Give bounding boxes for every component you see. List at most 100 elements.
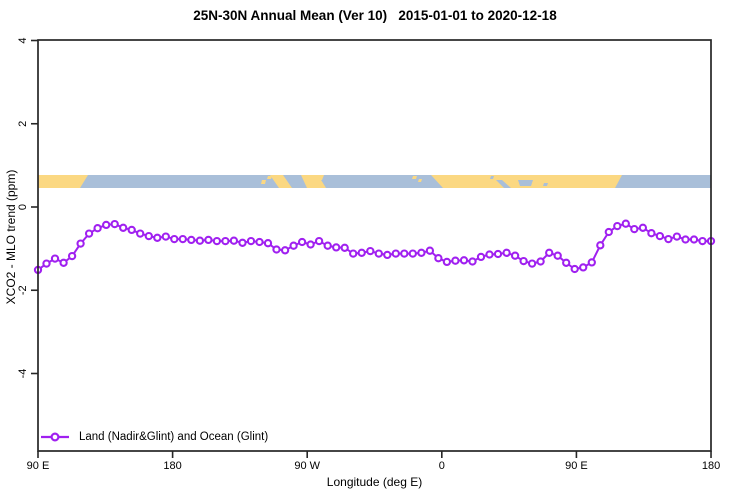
- data-point-marker: [110, 219, 119, 229]
- data-point-marker: [366, 246, 375, 256]
- data-point-marker: [93, 224, 102, 233]
- data-point-marker: [383, 250, 392, 260]
- data-point-marker: [76, 239, 85, 248]
- y-tick-label: -2: [17, 285, 29, 295]
- data-point-marker: [314, 236, 324, 246]
- data-point-marker: [323, 241, 332, 250]
- data-point-marker: [153, 233, 162, 242]
- data-point-marker: [408, 249, 417, 258]
- data-point-marker: [119, 223, 128, 232]
- y-tick-label: 0: [17, 204, 29, 210]
- data-point-marker: [613, 221, 622, 231]
- data-point-marker: [545, 248, 554, 257]
- data-point-marker: [630, 224, 639, 234]
- strip-ocean-notch: [496, 180, 511, 188]
- legend-label: Land (Nadir&Glint) and Ocean (Glint): [79, 431, 269, 443]
- data-point-marker: [229, 236, 239, 245]
- strip-land-segment: [267, 176, 272, 179]
- data-point-marker: [434, 254, 443, 263]
- data-point-marker: [519, 256, 528, 266]
- legend-circle-icon: [50, 432, 60, 442]
- data-point-marker: [212, 236, 222, 246]
- strip-land-segment: [270, 175, 292, 188]
- strip-land-segment: [38, 175, 88, 188]
- data-point-marker: [596, 241, 605, 250]
- data-point-marker: [204, 235, 213, 245]
- data-point-marker: [527, 259, 537, 268]
- data-point-marker: [502, 248, 511, 257]
- data-point-marker: [570, 264, 579, 274]
- data-point-marker: [84, 229, 94, 238]
- x-tick-label: 180: [163, 460, 181, 472]
- data-point-marker: [127, 225, 136, 235]
- data-point-marker: [621, 219, 630, 228]
- data-point-marker: [221, 236, 230, 246]
- y-tick-label: 2: [17, 121, 29, 127]
- data-point-marker: [102, 220, 111, 230]
- data-point-marker: [50, 254, 60, 263]
- data-point-marker: [178, 234, 187, 244]
- data-point-marker: [263, 239, 273, 248]
- data-point-marker: [187, 235, 196, 245]
- data-point-marker: [604, 227, 613, 237]
- data-point-marker: [59, 258, 68, 267]
- y-axis-label: XCO2 - MLO trend (ppm): [4, 169, 18, 305]
- data-point-marker: [553, 251, 562, 260]
- x-tick-label: 90 E: [565, 460, 588, 472]
- data-point-marker: [357, 248, 366, 257]
- data-point-marker: [485, 250, 494, 259]
- data-point-marker: [459, 256, 469, 265]
- strip-ocean-notch: [543, 183, 548, 186]
- strip-land-segment: [418, 179, 422, 182]
- data-point-marker: [67, 251, 77, 261]
- data-point-marker: [587, 258, 596, 267]
- data-point-marker: [374, 249, 383, 258]
- y-tick-label: 4: [17, 37, 29, 43]
- data-point-marker: [255, 237, 264, 247]
- data-point-marker: [579, 263, 588, 272]
- data-point-marker: [144, 231, 153, 241]
- data-point-marker: [238, 238, 247, 247]
- data-point-marker: [451, 256, 460, 265]
- data-point-marker: [510, 251, 520, 260]
- data-point-marker: [136, 229, 145, 238]
- data-point-marker: [400, 249, 409, 258]
- data-point-marker: [468, 257, 477, 266]
- x-tick-label: 90 W: [294, 460, 320, 472]
- data-point-marker: [297, 237, 307, 247]
- data-point-marker: [195, 236, 205, 245]
- data-point-marker: [638, 223, 648, 232]
- x-tick-label: 90 E: [27, 460, 50, 472]
- data-point-marker: [442, 257, 452, 267]
- data-point-marker: [280, 246, 290, 255]
- strip-land-segment: [261, 180, 266, 184]
- data-point-marker: [417, 248, 426, 257]
- data-point-marker: [332, 243, 341, 252]
- data-point-marker: [391, 249, 400, 258]
- strip-land-segment: [412, 176, 417, 179]
- strip-ocean-notch: [490, 176, 494, 179]
- data-point-marker: [664, 234, 673, 244]
- x-tick-label: 0: [439, 460, 445, 472]
- data-point-marker: [425, 246, 435, 255]
- data-point-marker: [647, 229, 656, 238]
- data-point-marker: [689, 235, 699, 244]
- data-point-marker: [493, 249, 503, 259]
- data-point-marker: [476, 252, 486, 262]
- data-point-marker: [349, 249, 358, 258]
- data-point-marker: [698, 236, 707, 246]
- data-point-marker: [655, 231, 665, 241]
- data-point-marker: [681, 235, 690, 244]
- data-point-marker: [340, 243, 349, 252]
- data-point-marker: [272, 245, 281, 254]
- legend-marker-icon: [41, 432, 69, 442]
- data-point-marker: [289, 241, 298, 250]
- data-point-marker: [42, 259, 51, 268]
- data-point-marker: [161, 232, 170, 241]
- plot-frame: [37, 39, 712, 452]
- data-point-marker: [306, 240, 315, 249]
- data-point-marker: [246, 236, 256, 246]
- data-point-marker: [672, 232, 682, 241]
